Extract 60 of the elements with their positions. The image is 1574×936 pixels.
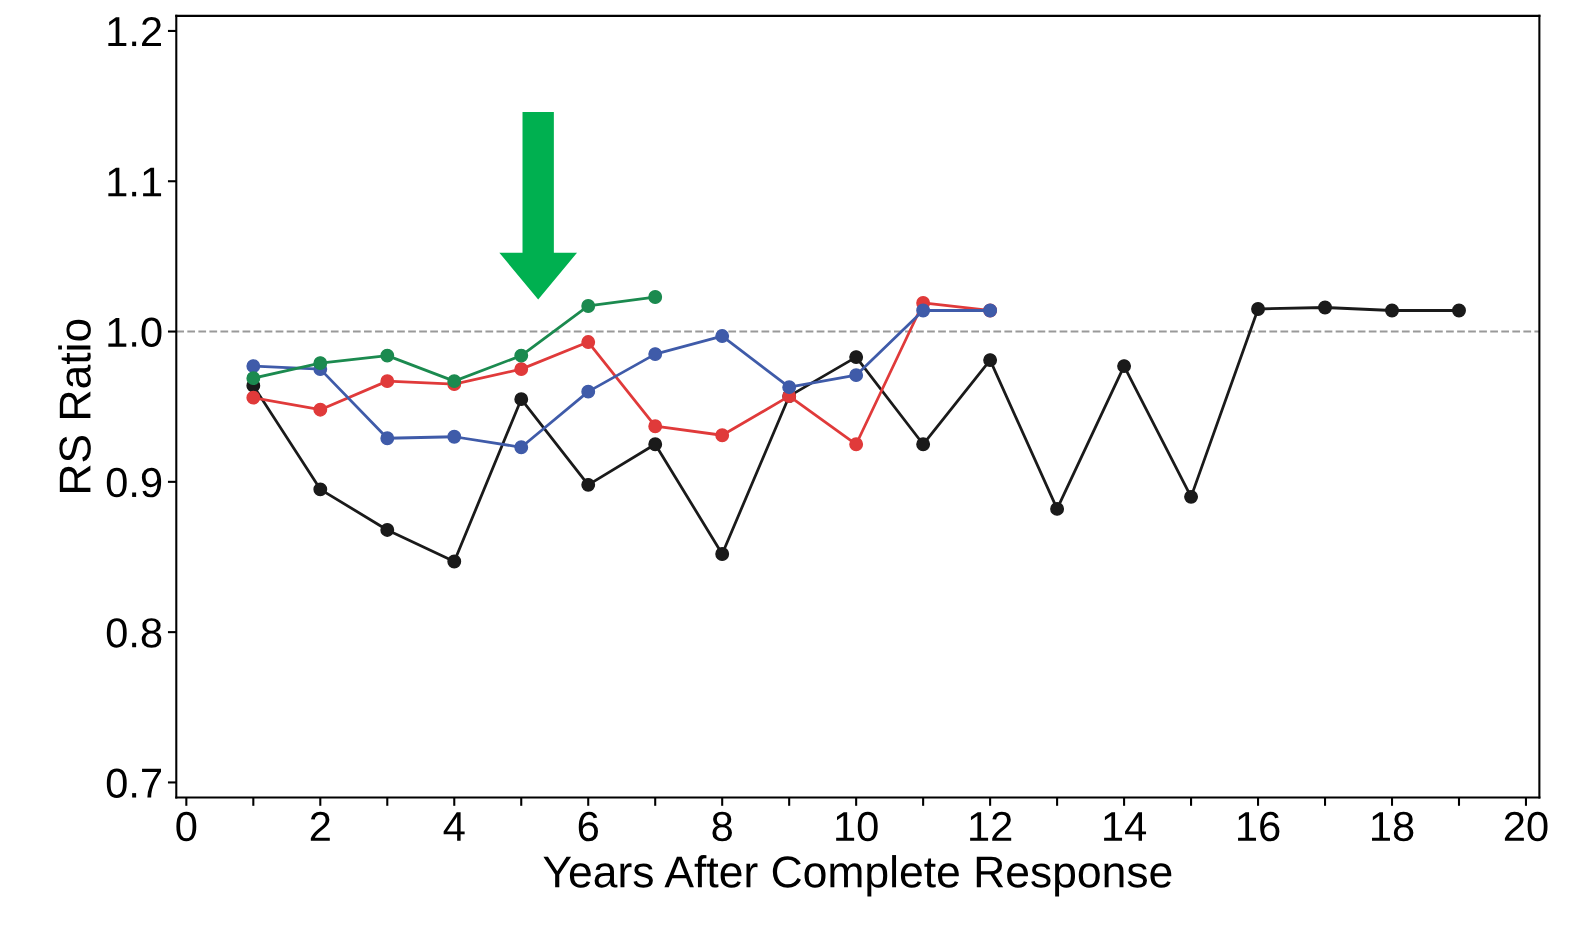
point — [715, 428, 730, 443]
point — [380, 431, 395, 446]
x-tick-label: 20 — [1504, 811, 1548, 842]
point — [313, 356, 328, 371]
x-tick-label: 16 — [1238, 811, 1280, 842]
point — [1251, 302, 1265, 316]
point — [246, 371, 261, 386]
x-tick-label: 6 — [578, 811, 598, 842]
point — [246, 359, 261, 374]
y-tick-label: 0.7 — [106, 768, 162, 798]
point — [983, 353, 998, 368]
x-tick-label: 8 — [712, 811, 732, 842]
y-tick-label: 0.9 — [106, 467, 162, 498]
point — [581, 335, 596, 350]
point — [514, 440, 529, 455]
point — [514, 392, 529, 407]
point — [1385, 303, 1399, 318]
point — [849, 368, 864, 383]
y-tick-label: 0.8 — [106, 618, 162, 648]
x-axis-title: Years After Complete Response — [543, 855, 1172, 897]
y-tick-label: 1.2 — [108, 16, 162, 47]
point — [648, 437, 663, 452]
point — [1117, 359, 1132, 374]
point — [447, 554, 462, 569]
y-tick-label: 1.0 — [108, 317, 162, 348]
point — [849, 437, 864, 452]
y-tick-label: 1.1 — [108, 167, 162, 197]
point — [849, 350, 864, 365]
point — [313, 482, 328, 497]
point — [648, 419, 663, 434]
point — [1452, 303, 1466, 318]
point — [514, 348, 529, 363]
x-tick-label: 18 — [1372, 811, 1414, 842]
x-tick-label: 14 — [1104, 812, 1147, 841]
point — [715, 329, 730, 343]
x-tick-label: 2 — [310, 811, 330, 841]
point — [1184, 489, 1199, 504]
point — [514, 362, 529, 377]
point — [648, 347, 663, 362]
point — [1318, 300, 1332, 315]
point — [581, 477, 596, 492]
point — [1050, 501, 1065, 516]
x-tick-label: 10 — [836, 811, 878, 842]
y-axis-title: RS Ratio — [58, 319, 91, 492]
point — [246, 390, 261, 405]
x-tick-label: 12 — [970, 811, 1012, 841]
point — [715, 547, 730, 561]
point — [313, 402, 328, 417]
point — [916, 437, 931, 452]
point — [916, 303, 931, 318]
point — [782, 380, 797, 395]
point — [380, 348, 395, 363]
x-tick-label: 4 — [443, 812, 465, 841]
point — [447, 429, 462, 444]
point — [380, 374, 395, 389]
point — [581, 384, 596, 399]
x-tick-label: 0 — [176, 811, 197, 842]
point — [648, 290, 663, 304]
point — [380, 522, 395, 537]
point — [581, 299, 596, 313]
